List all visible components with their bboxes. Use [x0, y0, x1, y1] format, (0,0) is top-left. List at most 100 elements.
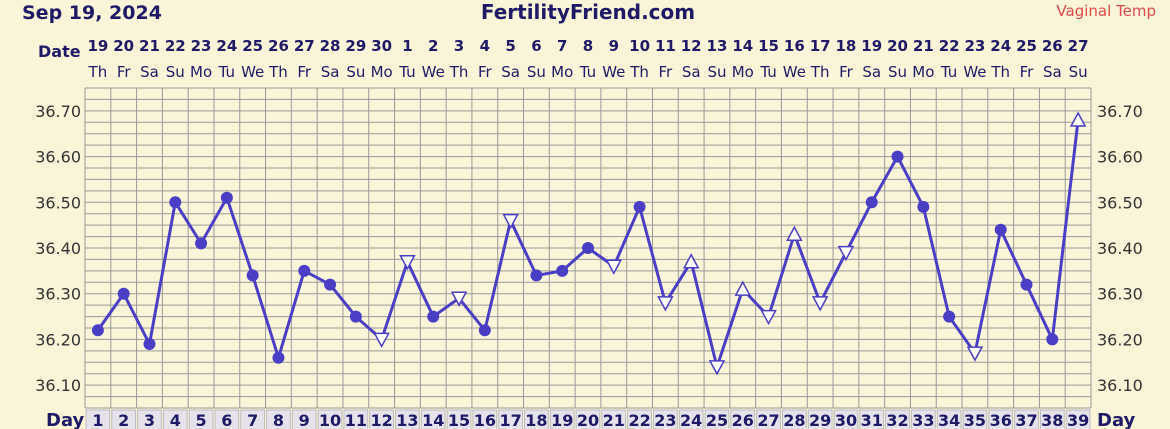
- y-tick-label: 36.40: [1097, 239, 1143, 258]
- weekday-label: We: [963, 63, 986, 81]
- day-cell: [369, 409, 395, 429]
- date-label: 1: [402, 37, 412, 55]
- day-cell: [704, 409, 730, 429]
- day-cell: [1014, 409, 1039, 429]
- day-cell: [524, 409, 549, 429]
- day-cell: [962, 409, 988, 429]
- weekday-label: Th: [449, 63, 469, 81]
- y-tick-label: 36.70: [35, 102, 81, 121]
- temperature-point-open-down: [811, 296, 829, 312]
- date-row-label: Date: [38, 42, 81, 61]
- temperature-point: [582, 242, 594, 254]
- day-cell: [472, 409, 498, 429]
- temperature-point-open-down: [502, 213, 519, 230]
- date-label: 10: [629, 37, 650, 55]
- weekday-label: We: [783, 63, 806, 81]
- temperature-point: [220, 191, 233, 204]
- date-label: 21: [139, 37, 160, 55]
- day-label: 15: [448, 411, 470, 429]
- weekday-label: We: [422, 63, 445, 81]
- day-label: 36: [990, 411, 1012, 429]
- weekday-row: Th Fr Sa Su Mo Tu We Th Fr Sa Su Mo Tu We Th Fr Sa Su Mo Tu…: [88, 63, 1088, 81]
- day-label: 33: [912, 411, 934, 429]
- temperature-point-open-down: [760, 309, 777, 326]
- weekday-label: Mo: [190, 63, 212, 81]
- day-cell: [291, 409, 317, 429]
- date-label: 30: [371, 37, 392, 55]
- y-axis-right: 36.10 36.20 36.30 36.40 36.50 36.60 36.70: [1097, 102, 1143, 395]
- day-cell: [627, 409, 652, 429]
- weekday-label: Th: [88, 63, 108, 81]
- date-label: 6: [531, 37, 541, 55]
- day-row-label-left: Day: [46, 410, 85, 429]
- date-label: 13: [707, 37, 728, 55]
- date-label: 11: [655, 37, 676, 55]
- day-cell: [420, 409, 446, 429]
- temperature-point: [917, 200, 930, 213]
- weekday-label: Fr: [117, 63, 132, 81]
- y-tick-label: 36.50: [35, 193, 81, 212]
- day-cell: [162, 409, 188, 429]
- date-label: 25: [242, 37, 263, 55]
- y-tick-label: 36.70: [1097, 102, 1143, 121]
- weekday-label: We: [241, 63, 264, 81]
- date-label: 20: [887, 37, 908, 55]
- weekday-label: Su: [346, 63, 365, 81]
- day-cell: [678, 409, 704, 429]
- temperature-point: [427, 310, 440, 323]
- day-label: 30: [835, 411, 857, 429]
- day-label: 7: [247, 411, 258, 429]
- y-tick-label: 36.60: [35, 148, 81, 167]
- weekday-label: Tu: [218, 63, 235, 81]
- day-label: 21: [603, 411, 625, 429]
- date-label: 22: [165, 37, 186, 55]
- date-label: 8: [583, 37, 593, 55]
- temperature-point: [169, 196, 182, 209]
- day-label: 4: [170, 411, 181, 429]
- temperature-point: [891, 150, 904, 163]
- temperature-point-open-down: [657, 296, 674, 312]
- day-label: 39: [1067, 411, 1089, 429]
- weekday-label: Mo: [371, 63, 393, 81]
- temperature-point-open-up: [1069, 111, 1087, 127]
- weekday-label: Th: [629, 63, 649, 81]
- temperature-point: [556, 264, 569, 277]
- day-cell: [756, 409, 781, 429]
- weekday-label: We: [602, 63, 625, 81]
- temperature-point: [272, 351, 285, 364]
- day-cell: [498, 409, 524, 429]
- temperature-point: [1046, 333, 1059, 346]
- day-cell: [111, 409, 137, 429]
- day-label: 17: [499, 411, 521, 429]
- date-label: 24: [216, 37, 237, 55]
- date-label: 25: [1016, 37, 1037, 55]
- date-label: 5: [505, 37, 515, 55]
- y-tick-label: 36.40: [35, 239, 81, 258]
- temperature-point-open-down: [605, 259, 623, 275]
- day-label: 13: [396, 411, 418, 429]
- weekday-label: Su: [1069, 63, 1088, 81]
- weekday-label: Th: [810, 63, 830, 81]
- day-label: 35: [964, 411, 986, 429]
- date-label: 17: [810, 37, 831, 55]
- temperature-point: [478, 324, 491, 337]
- temperature-point: [349, 310, 362, 323]
- day-cell: [652, 409, 678, 429]
- date-row: 19 20 21 22 23 24 25 26 27 28 29 30 1 2 3 4 5 6 7 8 9 10 11 12 1…: [87, 37, 1088, 55]
- temperature-point-open-up: [786, 225, 803, 242]
- weekday-label: Su: [166, 63, 185, 81]
- temperature-point: [195, 237, 208, 250]
- date-label: 9: [609, 37, 619, 55]
- date-label: 23: [191, 37, 212, 55]
- temperature-point: [633, 200, 646, 213]
- date-label: 24: [990, 37, 1011, 55]
- date-label: 18: [836, 37, 857, 55]
- temperature-point: [1020, 278, 1033, 291]
- y-tick-label: 36.20: [35, 330, 81, 349]
- weekday-label: Th: [990, 63, 1010, 81]
- day-label: 2: [118, 411, 129, 429]
- day-label: 8: [273, 411, 284, 429]
- y-tick-label: 36.30: [1097, 285, 1143, 304]
- day-cell: [885, 409, 910, 429]
